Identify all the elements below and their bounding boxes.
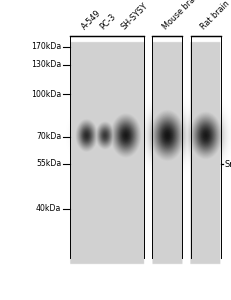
Text: SH-SYSY: SH-SYSY [119, 2, 150, 31]
Bar [191, 36, 221, 258]
Text: Mouse brain: Mouse brain [161, 0, 202, 32]
Bar [70, 36, 144, 258]
Text: Src: Src [224, 160, 231, 169]
Text: 55kDa: 55kDa [36, 159, 61, 168]
Text: A-549: A-549 [80, 8, 103, 32]
Text: 40kDa: 40kDa [36, 204, 61, 213]
Text: Rat brain: Rat brain [199, 0, 231, 32]
Text: 70kDa: 70kDa [36, 132, 61, 141]
Bar [152, 36, 182, 258]
Text: 130kDa: 130kDa [31, 60, 61, 69]
Text: 170kDa: 170kDa [31, 42, 61, 51]
Text: PC-3: PC-3 [99, 12, 118, 32]
Text: 100kDa: 100kDa [31, 90, 61, 99]
